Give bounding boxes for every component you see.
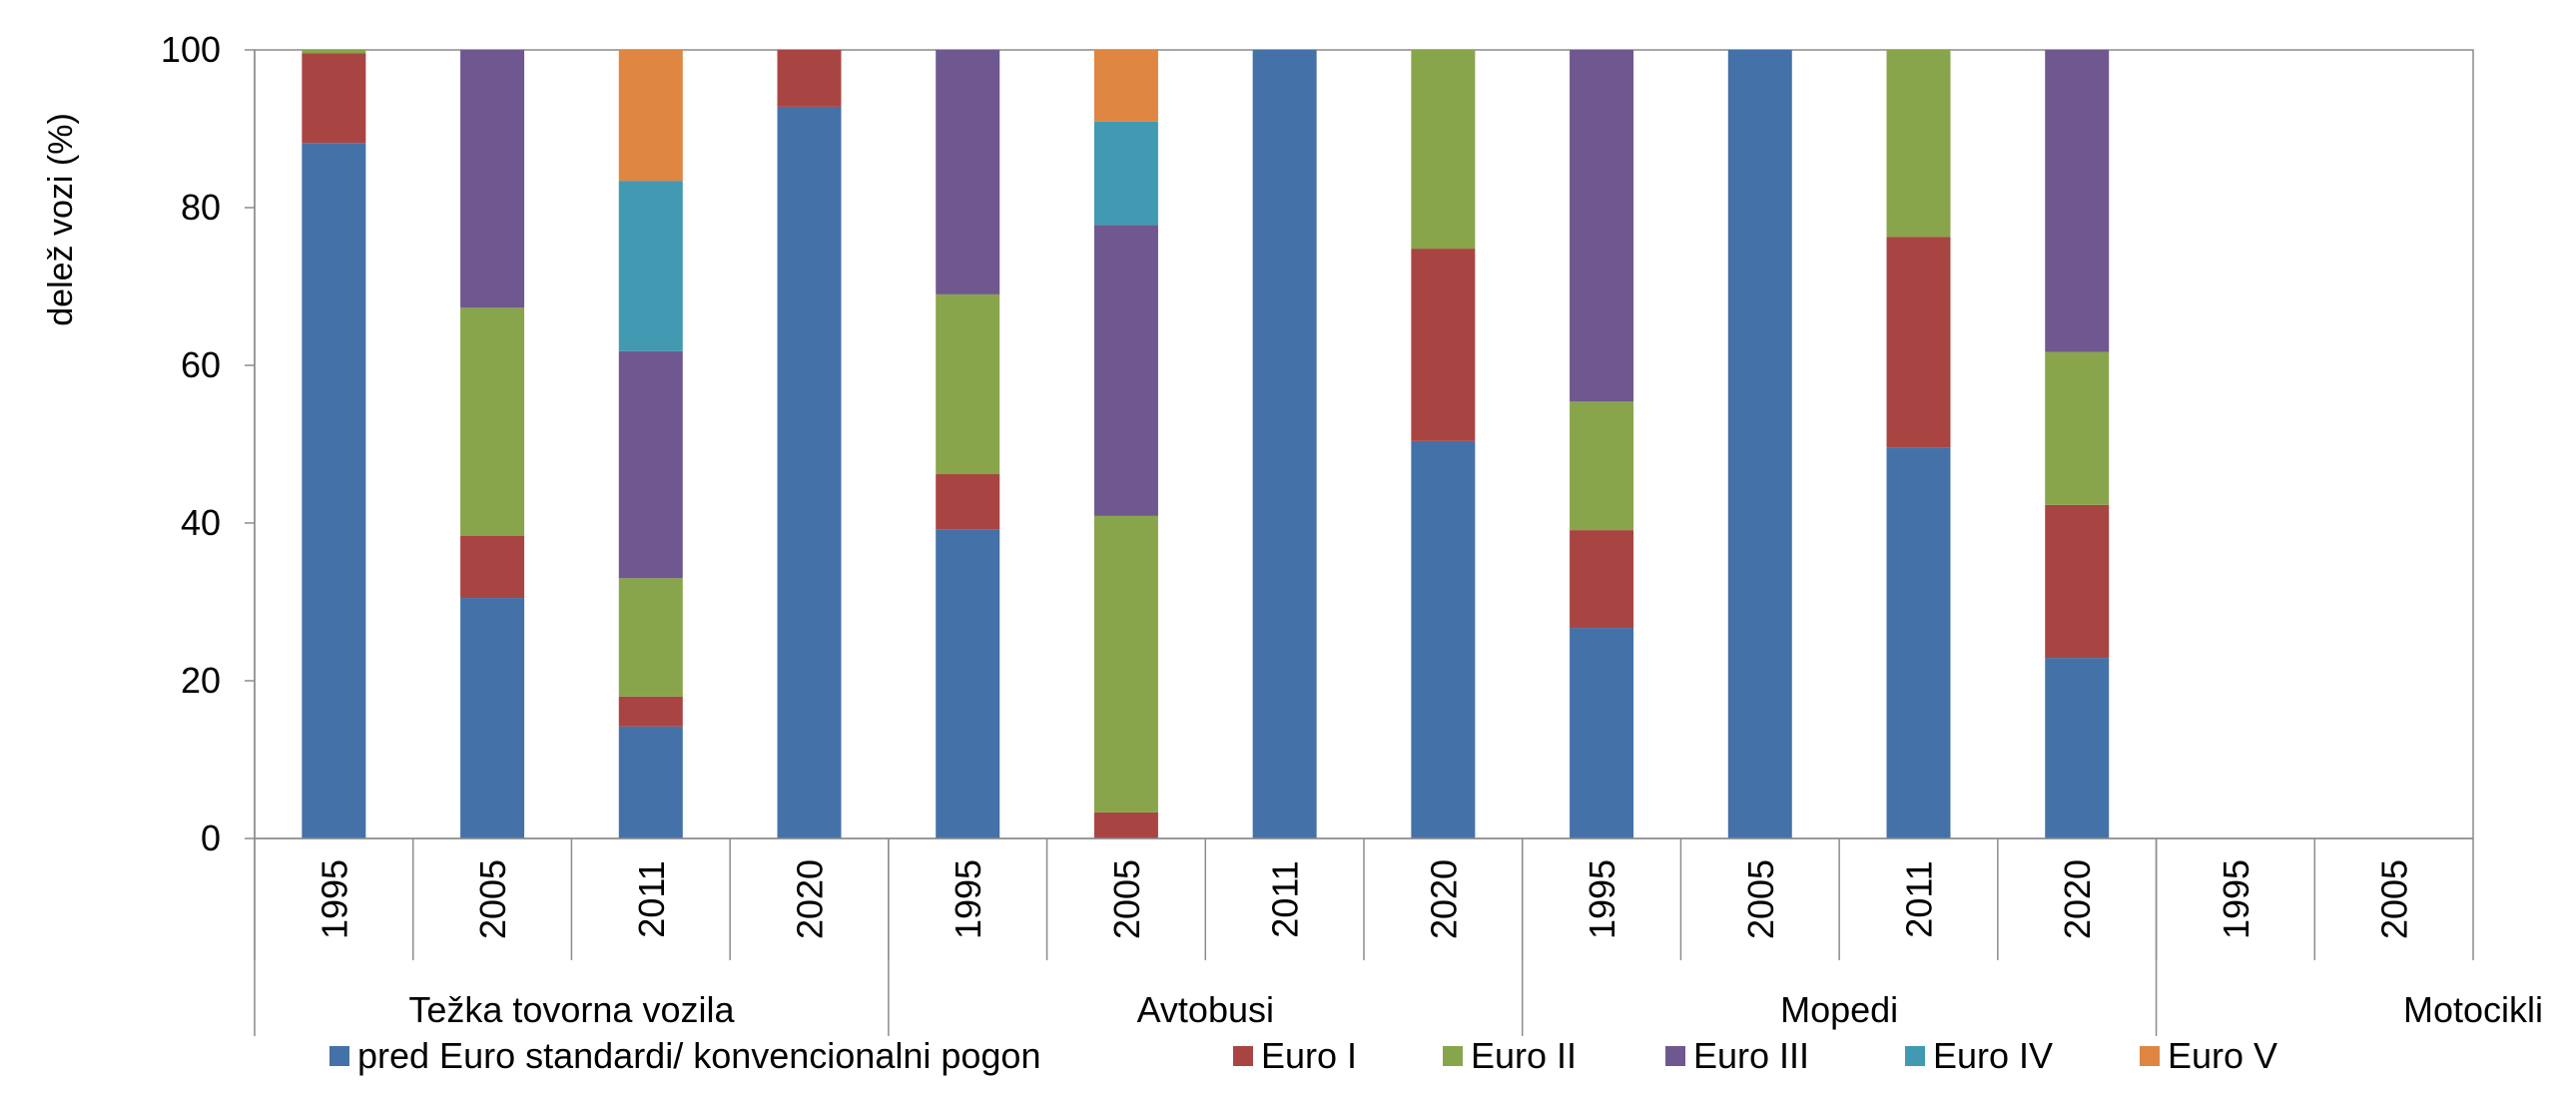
bar-segment	[460, 307, 525, 536]
legend-label: Euro I	[1261, 1035, 1357, 1076]
bar-segment	[1886, 237, 1951, 448]
bar-segment	[1252, 50, 1317, 838]
y-axis-title: delež vozi (%)	[42, 113, 80, 326]
bars	[302, 50, 2110, 839]
x-category-labels: 1995 2005 2011 2020 1995 2005 2011 2020 1995 2005…	[314, 859, 2414, 939]
group-label: Mopedi	[1780, 989, 1898, 1030]
bar-segment	[302, 143, 366, 839]
legend-swatch	[329, 1046, 349, 1066]
bar-segment	[1570, 530, 1634, 629]
bar-segment	[1570, 50, 1634, 402]
x-tick-label: 2011	[1899, 860, 1940, 937]
bar-segment	[1411, 50, 1476, 250]
bar-segment	[777, 106, 842, 838]
bar-segment	[1570, 401, 1634, 531]
axes	[245, 49, 2474, 1036]
x-tick-label: 2005	[1106, 859, 1147, 939]
bar-segment	[1411, 249, 1476, 441]
y-tick-label: 100	[161, 29, 221, 70]
bar-segment	[1093, 515, 1158, 813]
x-tick-label: 1995	[1582, 859, 1622, 939]
bar-segment	[1411, 440, 1476, 838]
bar-segment	[460, 598, 525, 838]
x-tick-label: 2011	[631, 860, 672, 937]
legend-label: Euro II	[1471, 1035, 1577, 1076]
bar-segment	[618, 578, 683, 697]
group-label: Težka tovorna vozila	[408, 989, 735, 1030]
y-tick-labels: 0 20 40 60 80 100	[161, 29, 221, 858]
x-tick-label: 2005	[1740, 859, 1781, 939]
bar-segment	[936, 293, 1000, 475]
bar-segment	[460, 535, 525, 599]
bar-segment	[618, 350, 683, 579]
bar-segment	[618, 726, 683, 838]
legend-label: Euro III	[1693, 1035, 1809, 1076]
bar-segment	[777, 50, 842, 107]
bar-segment	[2045, 351, 2110, 505]
bar-segment	[460, 50, 525, 308]
bar-segment	[1886, 447, 1951, 838]
x-tick-label: 2020	[2057, 859, 2098, 939]
legend-label: Euro IV	[1933, 1035, 2053, 1076]
bar-segment	[1093, 812, 1158, 838]
legend-label: Euro V	[2168, 1035, 2277, 1076]
bar-segment	[936, 474, 1000, 530]
bar-segment	[2045, 504, 2110, 659]
y-tick-label: 40	[181, 502, 221, 543]
x-tick-label: 1995	[314, 859, 354, 939]
bar-segment	[1886, 50, 1951, 238]
bar-segment	[618, 696, 683, 727]
bar-segment	[1093, 121, 1158, 226]
bar-segment	[1727, 50, 1792, 838]
x-group-labels: Težka tovorna vozila Avtobusi Mopedi Motoci…	[408, 989, 2543, 1030]
legend-swatch	[1905, 1046, 1925, 1066]
plot-area	[254, 49, 2474, 839]
x-tick-label: 1995	[2216, 859, 2256, 939]
legend-swatch	[1233, 1046, 1253, 1066]
bar-segment	[1093, 50, 1158, 122]
plot-border	[254, 49, 2474, 839]
x-tick-label: 2005	[472, 859, 513, 939]
x-tick-label: 2020	[1423, 859, 1464, 939]
y-tick-label: 20	[181, 660, 221, 701]
y-tick-label: 60	[181, 344, 221, 385]
bar-segment	[1570, 628, 1634, 838]
bar-segment	[618, 181, 683, 351]
legend: pred Euro standardi/ konvencionalni pogo…	[329, 1035, 2277, 1076]
bar-segment	[302, 53, 366, 144]
legend-swatch	[1665, 1046, 1685, 1066]
y-tick-label: 0	[201, 818, 221, 858]
bar-segment	[2045, 50, 2110, 352]
legend-swatch	[1443, 1046, 1463, 1066]
y-tick-label: 80	[181, 187, 221, 228]
x-tick-label: 2011	[1265, 860, 1306, 937]
group-label: Motocikli	[2403, 989, 2543, 1030]
legend-swatch	[2140, 1046, 2160, 1066]
group-label: Avtobusi	[1137, 989, 1274, 1030]
bar-segment	[936, 50, 1000, 294]
bar-segment	[1093, 225, 1158, 516]
bar-segment	[302, 50, 366, 54]
x-tick-label: 2005	[2374, 859, 2415, 939]
bar-segment	[618, 50, 683, 182]
bar-segment	[936, 529, 1000, 838]
legend-label: pred Euro standardi/ konvencionalni pogo…	[357, 1035, 1040, 1076]
bar-segment	[2045, 658, 2110, 838]
x-tick-label: 1995	[948, 859, 988, 939]
x-tick-label: 2020	[790, 859, 831, 939]
